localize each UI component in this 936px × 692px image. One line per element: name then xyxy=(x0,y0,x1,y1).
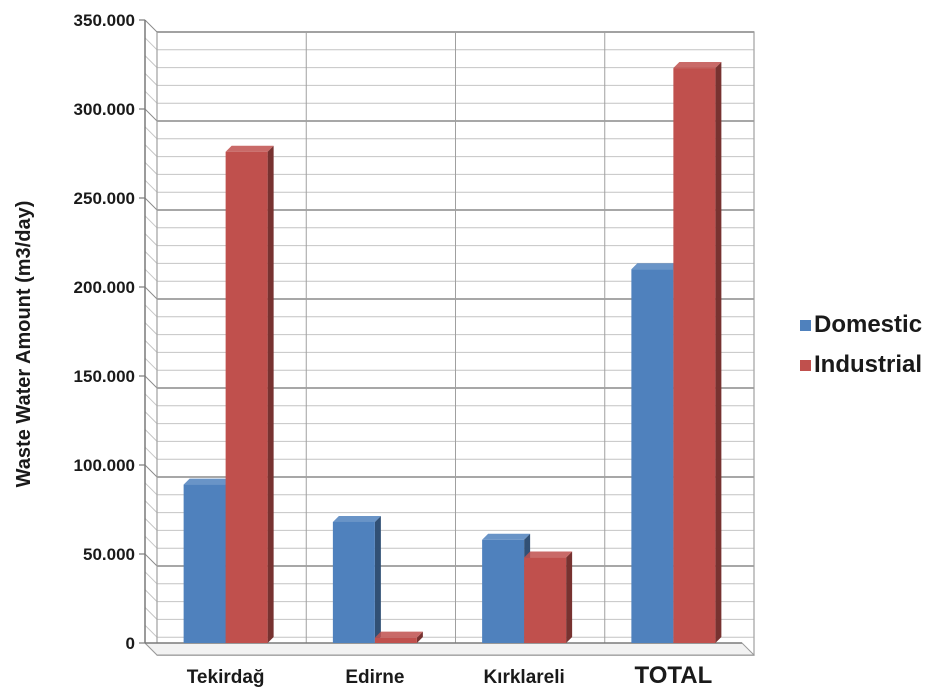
side-gridline xyxy=(144,589,158,602)
bar-industrial xyxy=(524,551,573,643)
side-gridline xyxy=(144,126,158,140)
side-gridline xyxy=(144,304,158,318)
side-gridline xyxy=(144,233,158,246)
bar-industrial xyxy=(673,62,722,644)
side-gridline xyxy=(144,464,158,478)
y-tick-label: 0 xyxy=(126,634,135,653)
side-gridline xyxy=(144,19,158,33)
side-gridline xyxy=(144,73,158,86)
x-tick-labels: Tekirdağ Edirne Kırklareli TOTAL xyxy=(187,662,713,689)
x-tick-label: Edirne xyxy=(345,667,404,688)
floor-panel xyxy=(143,642,756,656)
side-gridline xyxy=(144,500,158,513)
side-gridline xyxy=(144,518,158,531)
bar-domestic xyxy=(332,515,381,643)
y-tick-label: 200.000 xyxy=(74,278,135,297)
side-gridline xyxy=(144,37,158,51)
side-gridline xyxy=(144,429,158,442)
side-gridline xyxy=(144,607,158,620)
side-gridline xyxy=(144,340,158,353)
side-gridline xyxy=(144,144,158,157)
side-gridline xyxy=(144,553,158,567)
bar-domestic xyxy=(482,533,531,643)
side-gridline xyxy=(144,268,158,282)
y-axis-label: Waste Water Amount (m3/day) xyxy=(13,201,35,488)
x-tick-label: TOTAL xyxy=(634,662,712,689)
side-gridline xyxy=(144,357,158,371)
bar-domestic xyxy=(631,263,680,643)
legend-swatch xyxy=(800,360,811,371)
side-gridline xyxy=(144,55,158,68)
side-gridline xyxy=(144,251,158,264)
y-tick-labels: 0 50.000 100.000 150.000 200.000 250.000 300.0… xyxy=(74,11,135,653)
y-tick-label: 300.000 xyxy=(74,100,135,119)
bar-industrial xyxy=(374,631,423,643)
x-tick-label: Tekirdağ xyxy=(187,667,265,688)
bars xyxy=(183,62,722,644)
side-gridline xyxy=(144,482,158,496)
y-tick-label: 250.000 xyxy=(74,189,135,208)
side-gridline xyxy=(144,215,158,229)
y-tick-label: 50.000 xyxy=(83,545,135,564)
legend-swatch xyxy=(800,320,811,331)
side-gridline xyxy=(144,446,158,460)
legend: Domestic Industrial xyxy=(800,311,922,378)
y-tick-label: 100.000 xyxy=(74,456,135,475)
side-gridline xyxy=(144,197,158,211)
side-gridline xyxy=(144,375,158,389)
bar-industrial xyxy=(225,145,274,643)
side-gridline xyxy=(144,535,158,549)
side-gridline xyxy=(144,624,158,638)
legend-label: Domestic xyxy=(814,311,922,338)
side-gridline xyxy=(144,179,158,193)
side-gridline xyxy=(144,322,158,335)
chart-floor xyxy=(143,642,756,656)
bar-domestic xyxy=(183,478,232,643)
y-tick-label: 350.000 xyxy=(74,11,135,30)
side-gridline xyxy=(144,411,158,424)
side-gridline xyxy=(144,162,158,175)
side-gridline xyxy=(144,90,158,104)
side-gridline xyxy=(144,571,158,585)
y-tick-label: 150.000 xyxy=(74,367,135,386)
side-gridline xyxy=(144,108,158,122)
side-gridline xyxy=(144,286,158,300)
x-tick-label: Kırklareli xyxy=(483,667,564,688)
side-gridline xyxy=(144,393,158,407)
legend-label: Industrial xyxy=(814,351,922,378)
